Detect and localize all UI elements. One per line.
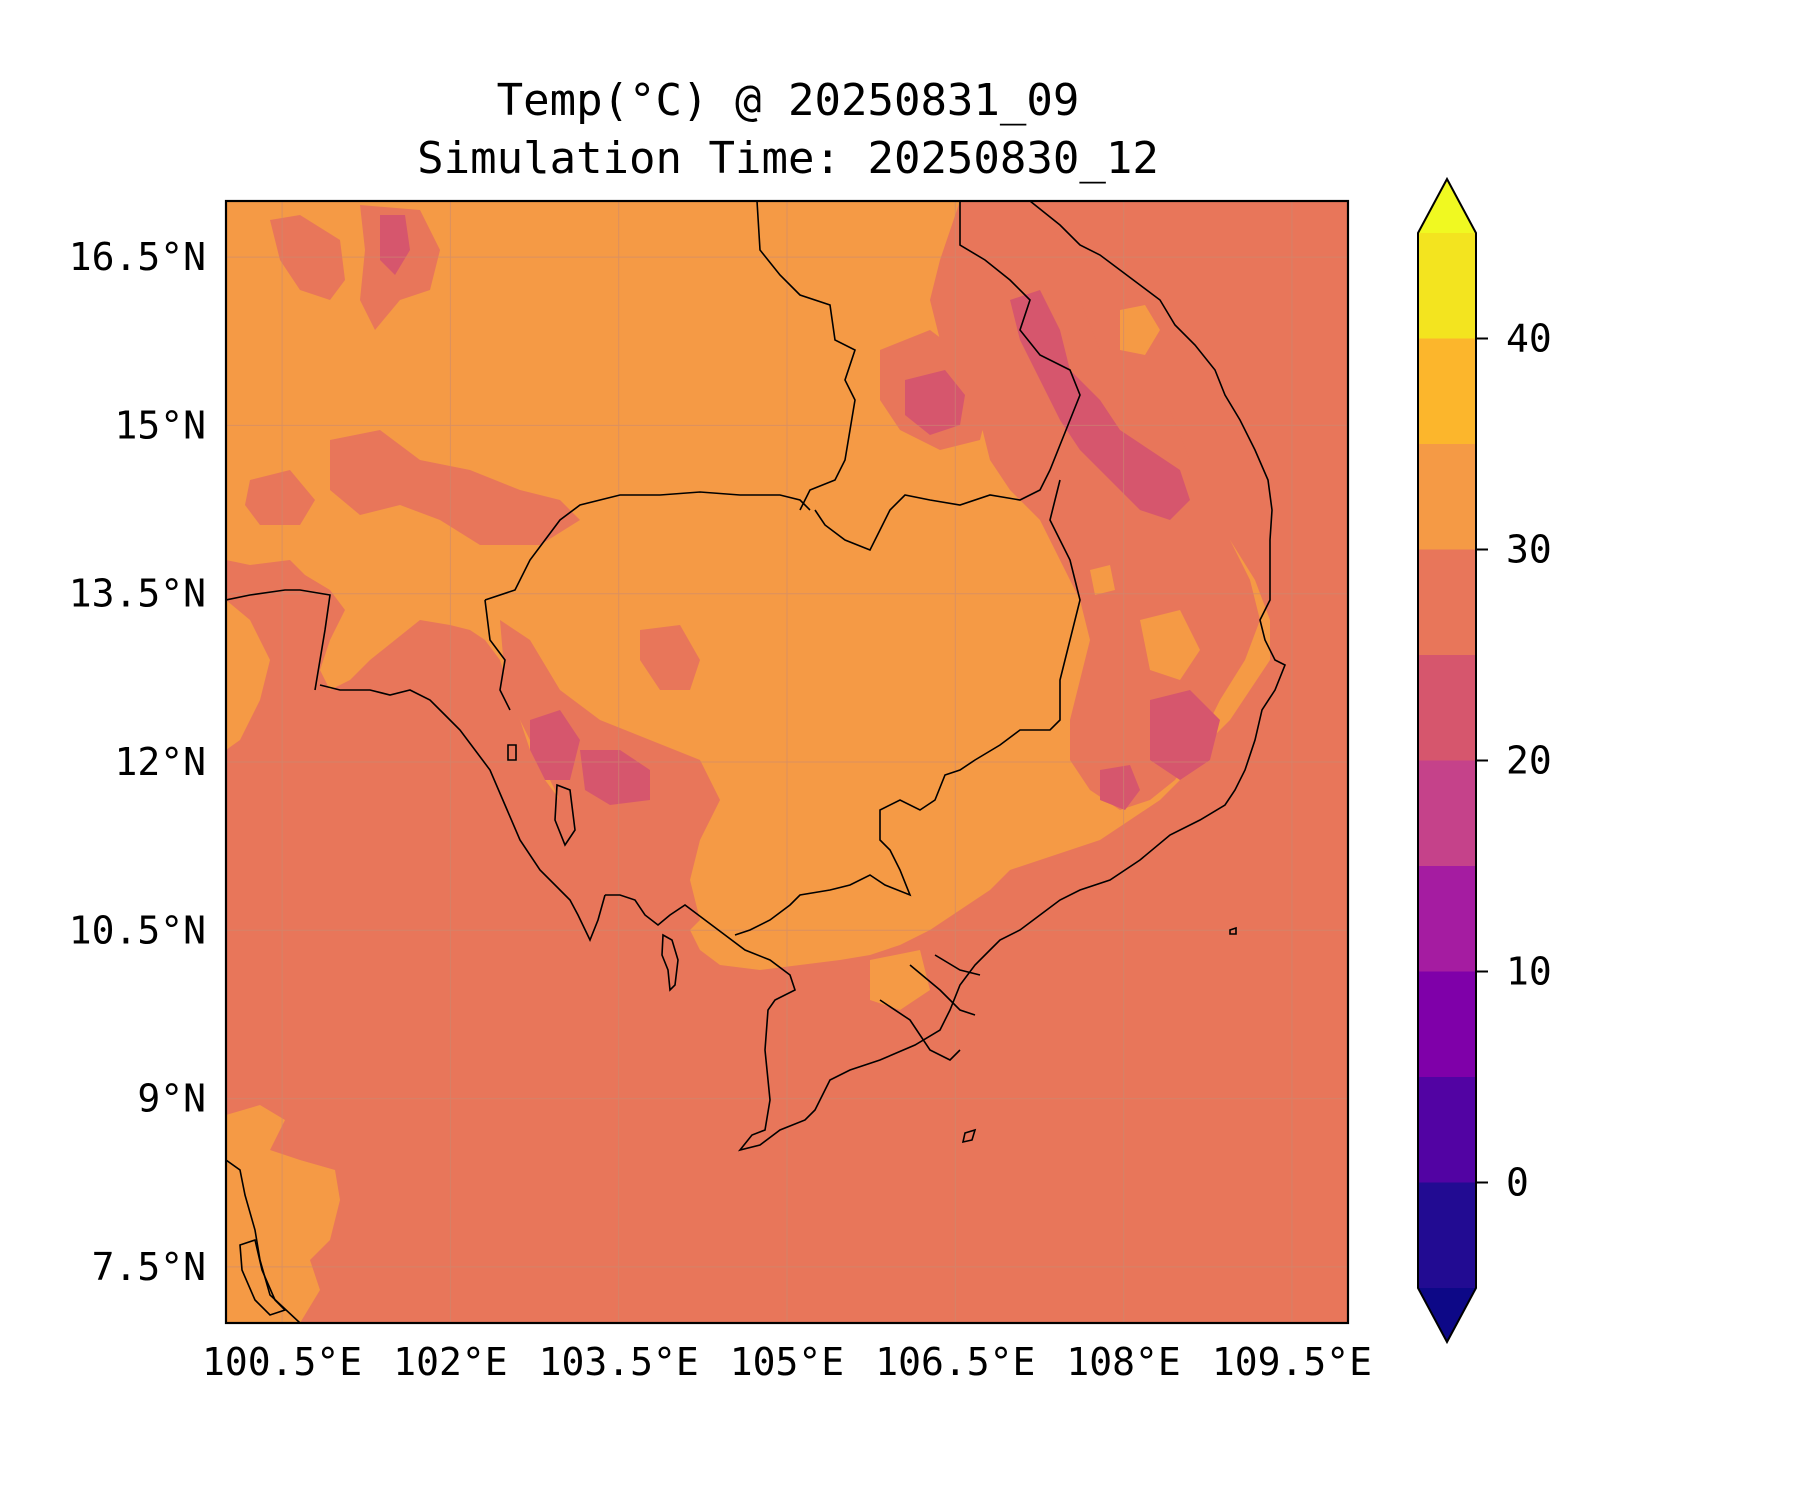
x-tick-label: 102°E <box>393 1340 507 1384</box>
x-tick-label: 109.5°E <box>1212 1340 1372 1384</box>
map-frame <box>224 199 1350 1325</box>
island <box>1229 926 1237 935</box>
island <box>507 744 517 761</box>
border-thailand-cambodia <box>484 491 811 601</box>
colorbar-tick-label: 30 <box>1506 528 1552 572</box>
colorbar-segment <box>1418 444 1476 550</box>
border-laos-thailand <box>756 201 856 511</box>
border-laos-vietnam <box>814 201 1081 552</box>
y-tick-label: 16.5°N <box>69 235 206 279</box>
mekong-distributary <box>909 964 976 1016</box>
colorbar-tick-label: 20 <box>1506 739 1552 783</box>
colorbar-segment <box>1418 338 1476 444</box>
y-tick-label: 9°N <box>137 1077 206 1121</box>
temperature-band-25-30-patch <box>640 625 700 690</box>
temperature-band-25-30-patch <box>330 430 580 545</box>
border-thailand-myanmar <box>226 589 331 691</box>
island <box>239 1238 287 1316</box>
x-tick-label: 108°E <box>1066 1340 1180 1384</box>
temperature-band-30-35-southwest <box>226 1105 340 1323</box>
x-axis: 100.5°E 102°E 103.5°E 105°E 106.5°E 108°E 109.… <box>202 1340 1372 1384</box>
coastline-southern-thailand <box>226 1159 301 1323</box>
temperature-band-20-25-patch <box>1150 690 1220 780</box>
colorbar-segment <box>1418 971 1476 1077</box>
colorbar-outline <box>1417 176 1477 1345</box>
colorbar-tick-label: 0 <box>1506 1161 1529 1205</box>
temperature-band-30-35-west-coast <box>226 600 270 750</box>
coastline-vietnam <box>605 201 1287 1152</box>
temperature-band-20-25-patch <box>380 215 410 275</box>
temperature-band-20-25-patch <box>1010 290 1190 520</box>
temperature-band-20-25-patch <box>1100 765 1140 810</box>
colorbar-segment <box>1418 760 1476 866</box>
colorbar-tick-label: 10 <box>1506 950 1552 994</box>
colorbar: 0 10 20 30 40 <box>1417 176 1552 1345</box>
x-tick-label: 105°E <box>730 1340 844 1384</box>
colorbar-segment <box>1418 1182 1476 1288</box>
x-tick-label: 106.5°E <box>875 1340 1035 1384</box>
colorbar-extend-min <box>1418 1288 1476 1342</box>
y-tick-label: 7.5°N <box>92 1245 206 1289</box>
temperature-band-20-25-patch <box>580 750 650 805</box>
colorbar-segment <box>1418 655 1476 761</box>
colorbar-segment <box>1418 866 1476 972</box>
coastline-gulf-of-thailand <box>319 684 606 942</box>
colorbar-extend-max <box>1418 179 1476 233</box>
y-tick-label: 10.5°N <box>69 908 206 952</box>
temperature-band-30-35-patch <box>1140 610 1200 680</box>
colorbar-segment <box>1418 549 1476 655</box>
y-tick-label: 15°N <box>114 403 206 447</box>
temperature-band-30-35-patch <box>870 950 930 1010</box>
colorbar-segment <box>1418 1077 1476 1183</box>
temperature-band-20-25-patch <box>905 370 965 435</box>
colorbar-segment <box>1418 233 1476 339</box>
island <box>961 1128 977 1144</box>
island <box>554 783 576 847</box>
x-tick-label: 103.5°E <box>539 1340 699 1384</box>
title-line-2: Simulation Time: 20250830_12 <box>417 133 1159 184</box>
title-line-1: Temp(°C) @ 20250831_09 <box>497 75 1080 126</box>
y-axis: 16.5°N 15°N 13.5°N 12°N 10.5°N 9°N 7.5°N <box>69 235 206 1289</box>
border-cambodia-vietnam <box>734 479 1081 936</box>
coastlines-and-borders <box>226 201 1287 1323</box>
x-tick-label: 100.5°E <box>202 1340 362 1384</box>
mekong-distributary <box>934 954 981 976</box>
map-panel <box>226 201 1348 1323</box>
mekong-distributary <box>879 999 961 1061</box>
y-tick-label: 13.5°N <box>69 572 206 616</box>
island-phu-quoc <box>661 933 679 992</box>
temperature-band-25-30-patch <box>245 470 315 525</box>
temperature-band-30-35-patch <box>1120 305 1160 355</box>
gridlines <box>226 201 1348 1323</box>
colorbar-tick-label: 40 <box>1506 317 1552 361</box>
border-thailand-cambodia-west <box>484 599 511 711</box>
y-tick-label: 12°N <box>114 740 206 784</box>
temperature-band-30-35-patch <box>1090 565 1115 595</box>
